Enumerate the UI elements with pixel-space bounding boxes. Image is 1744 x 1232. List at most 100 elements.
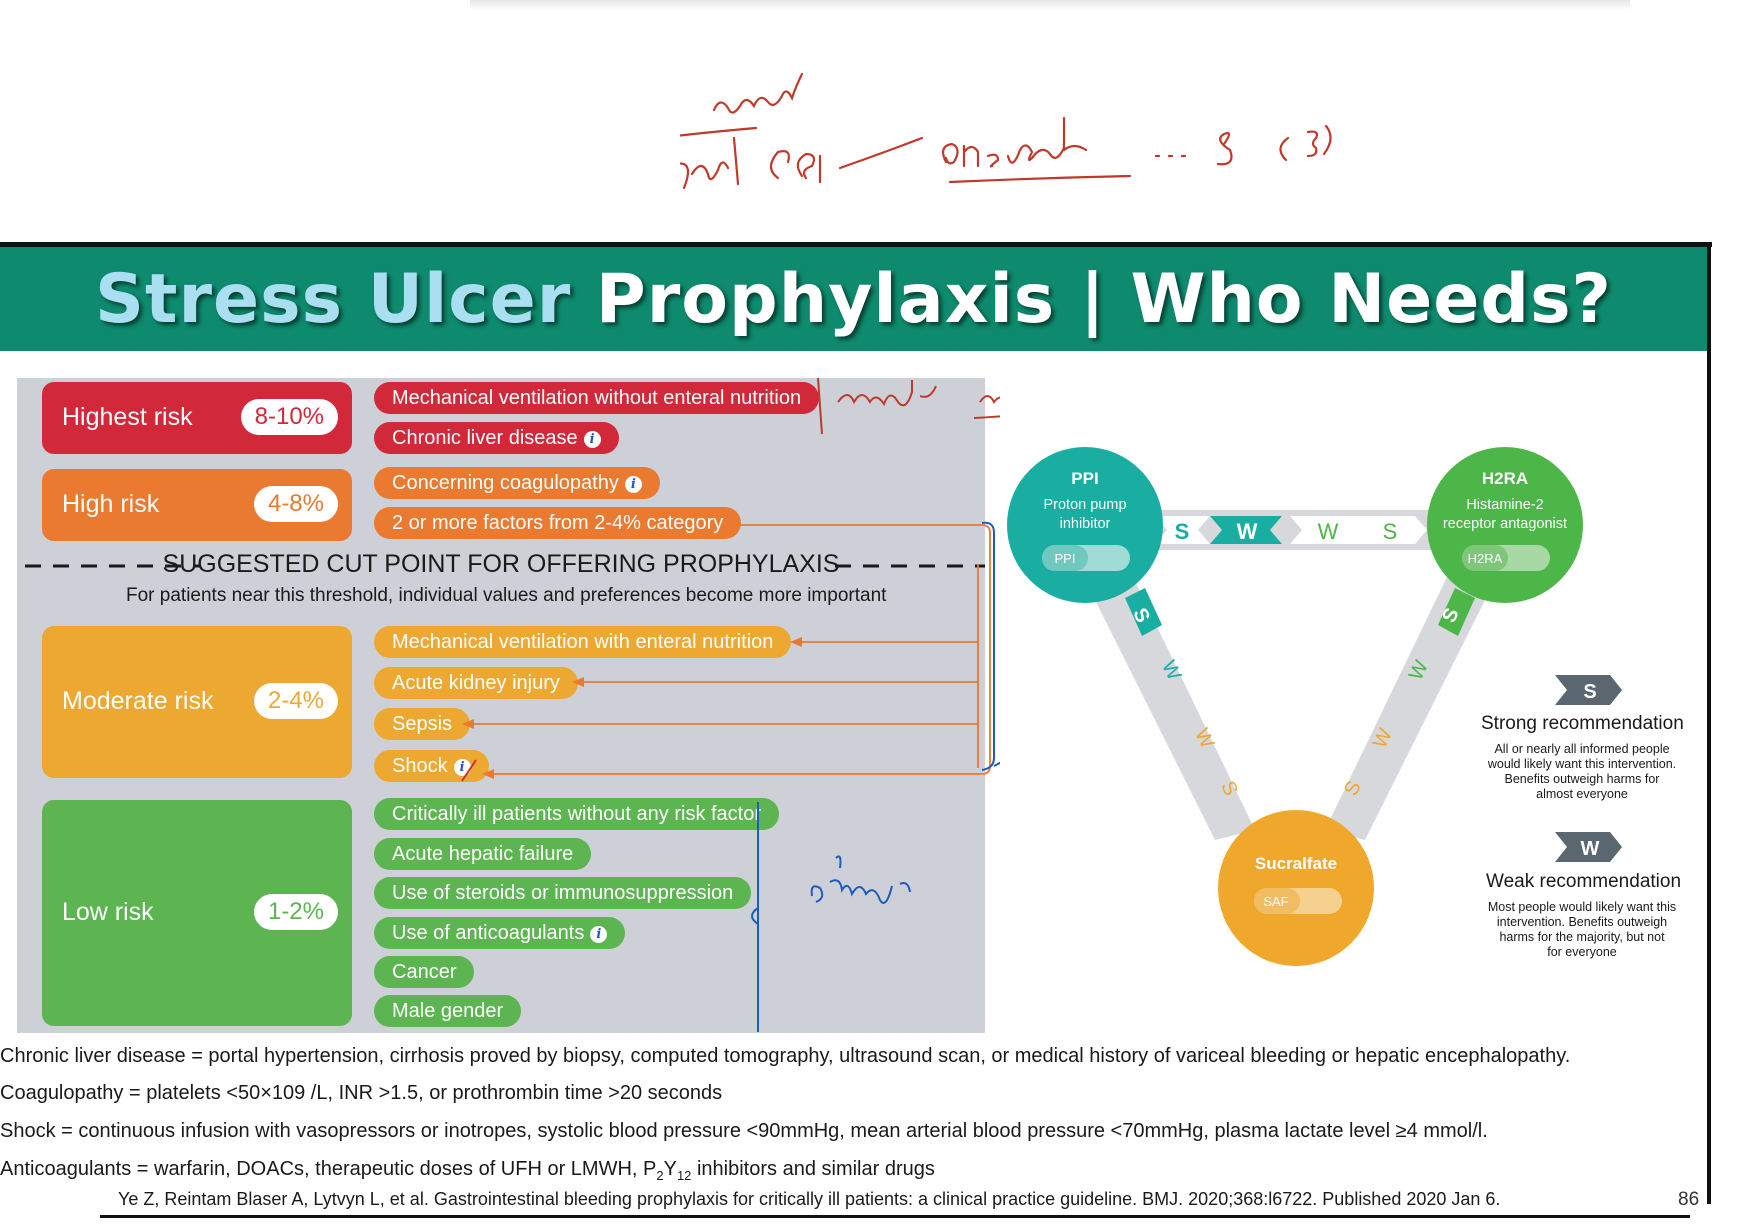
factor-label: Acute kidney injury xyxy=(392,672,560,694)
risk-range-badge: 2-4% xyxy=(253,683,338,719)
factor-pill: Mechanical ventilation with enteral nutr… xyxy=(374,626,792,658)
track-ppi-saf xyxy=(1075,550,1255,840)
handwritten-annotation-blue-2 xyxy=(810,855,911,904)
factor-pill: Male gender xyxy=(374,995,522,1027)
risk-box-moderate: Moderate risk 2-4% xyxy=(42,626,352,778)
handwritten-annotation-red xyxy=(680,72,1332,190)
risk-range-badge: 4-8% xyxy=(253,486,338,522)
factor-pill: Acute hepatic failure xyxy=(374,838,592,870)
info-icon[interactable]: i xyxy=(583,431,601,448)
recommendation-diagram: S W W S S W W S S W W S PPI Proton pump … xyxy=(1000,400,1700,975)
hand-mark xyxy=(837,380,937,407)
drug-toggle-knob xyxy=(1254,888,1300,914)
factor-label: Male gender xyxy=(392,1000,504,1022)
factor-label: Acute hepatic failure xyxy=(392,843,574,865)
factor-pill: Acute kidney injury xyxy=(374,667,578,699)
cut-point-and-arrows xyxy=(25,378,1000,1032)
drug-desc: Histamine-2 xyxy=(1466,497,1543,513)
factor-label: Critically ill patients without any risk… xyxy=(392,803,762,825)
risk-range-badge: 1-2% xyxy=(253,894,338,930)
chevron-weak xyxy=(1210,516,1282,544)
factor-label: Mechanical ventilation with enteral nutr… xyxy=(392,631,774,653)
note-chronic-liver: Chronic liver disease = portal hypertens… xyxy=(0,1045,1571,1067)
note-text: Anticoagulants = warfarin, DOACs, therap… xyxy=(0,1158,657,1180)
chevron-strong xyxy=(1355,516,1427,544)
drug-tag: H2RA xyxy=(1468,551,1503,566)
note-shock: Shock = continuous infusion with vasopre… xyxy=(0,1120,1488,1142)
drug-node-ppi: PPI Proton pump inhibitor PPI xyxy=(1007,447,1163,603)
info-icon[interactable]: i xyxy=(453,759,471,776)
drug-tag: SAF xyxy=(1263,894,1288,909)
drug-name: PPI xyxy=(1071,469,1098,488)
risk-box-high: High risk 4-8% xyxy=(42,469,352,541)
info-icon[interactable]: i xyxy=(624,476,642,493)
comparison-badge: S xyxy=(1383,519,1398,544)
drug-desc: Proton pump xyxy=(1043,497,1126,513)
chevron-weak xyxy=(1290,516,1367,544)
hand-mark xyxy=(817,378,823,435)
factor-pill: Cancer xyxy=(374,956,475,988)
page-number: 86 xyxy=(1678,1189,1700,1210)
comparison-badge: W xyxy=(1237,519,1258,544)
info-icon[interactable]: i xyxy=(590,926,608,943)
factor-pill: Sepsis xyxy=(374,708,471,740)
right-frame-line xyxy=(1707,242,1711,1204)
drug-desc: receptor antagonist xyxy=(1443,516,1567,532)
page-title: Stress Ulcer Prophylaxis | Who Needs? xyxy=(95,260,1612,339)
factor-pill: Critically ill patients without any risk… xyxy=(374,798,780,830)
drug-node-sucralfate: Sucralfate SAF xyxy=(1218,810,1374,966)
factor-label: Concerning coagulopathy xyxy=(392,472,619,494)
note-text: inhibitors and similar drugs xyxy=(691,1158,935,1180)
drug-toggle-knob xyxy=(1042,545,1088,571)
drug-toggle-knob xyxy=(1462,545,1508,571)
factor-label: Cancer xyxy=(392,961,457,983)
arrow-head xyxy=(482,769,494,779)
factor-pill: 2 or more factors from 2-4% category xyxy=(374,507,742,539)
factor-label: Use of steroids or immunosuppression xyxy=(392,882,734,904)
risk-box-highest: Highest risk 8-10% xyxy=(42,382,352,454)
factor-label: Chronic liver disease xyxy=(392,427,578,449)
risk-label: High risk xyxy=(62,490,160,518)
legend-line: All or nearly all informed people xyxy=(1494,742,1670,756)
legend-line: intervention. Benefits outweigh xyxy=(1496,915,1668,929)
risk-label: Highest risk xyxy=(62,403,193,431)
risk-label: Low risk xyxy=(62,898,154,926)
chevron-strong xyxy=(1125,588,1162,636)
note-sub: 2 xyxy=(656,1168,664,1183)
legend-strong-title: Strong recommendation xyxy=(1481,713,1684,734)
legend-strong-badge xyxy=(1555,675,1622,705)
hand-bracket xyxy=(751,802,759,1032)
note-coagulopathy: Coagulopathy = platelets <50×109 /L, INR… xyxy=(0,1082,723,1104)
arrow-head xyxy=(790,637,802,647)
hand-mark xyxy=(973,395,1000,419)
factor-pill: Use of anticoagulants i xyxy=(374,917,626,949)
factor-label: Use of anticoagulants xyxy=(392,922,585,944)
legend-badge-text: S xyxy=(1583,681,1596,703)
risk-range-badge: 8-10% xyxy=(240,399,338,435)
factor-pill: Concerning coagulopathy i xyxy=(374,467,660,499)
top-shadow xyxy=(470,0,1630,10)
factor-label: 2 or more factors from 2-4% category xyxy=(392,512,724,534)
comparison-ppi-h2ra: S W W S xyxy=(1155,516,1427,544)
factor-pill: Mechanical ventilation without enteral n… xyxy=(374,382,820,414)
arrow-head xyxy=(572,677,584,687)
legend-line: Most people would likely want this xyxy=(1487,900,1677,914)
title-part-1: Stress Ulcer xyxy=(94,259,572,339)
legend-line: harms for the majority, but not xyxy=(1499,930,1665,944)
legend-badge-text: W xyxy=(1581,838,1600,860)
citation: Ye Z, Reintam Blaser A, Lytvyn L, et al.… xyxy=(118,1189,1501,1209)
legend-strong-desc: All or nearly all informed people would … xyxy=(1476,742,1688,802)
note-sub: 12 xyxy=(676,1168,692,1183)
drug-name: Sucralfate xyxy=(1255,854,1337,873)
cut-point-label: SUGGESTED CUT POINT FOR OFFERING PROPHYL… xyxy=(162,550,840,578)
legend-line: almost everyone xyxy=(1536,787,1628,801)
factor-pill: Chronic liver disease i xyxy=(374,422,619,454)
legend-weak-desc: Most people would likely want this inter… xyxy=(1476,900,1688,960)
bottom-rule xyxy=(100,1215,1690,1218)
comparison-badge: S xyxy=(1175,519,1190,544)
drug-node-h2ra: H2RA Histamine-2 receptor antagonist H2R… xyxy=(1427,447,1583,603)
top-frame-line xyxy=(0,242,1712,247)
legend-line: for everyone xyxy=(1547,945,1617,959)
note-text: Y xyxy=(663,1158,677,1180)
risk-box-low: Low risk 1-2% xyxy=(42,800,352,1026)
